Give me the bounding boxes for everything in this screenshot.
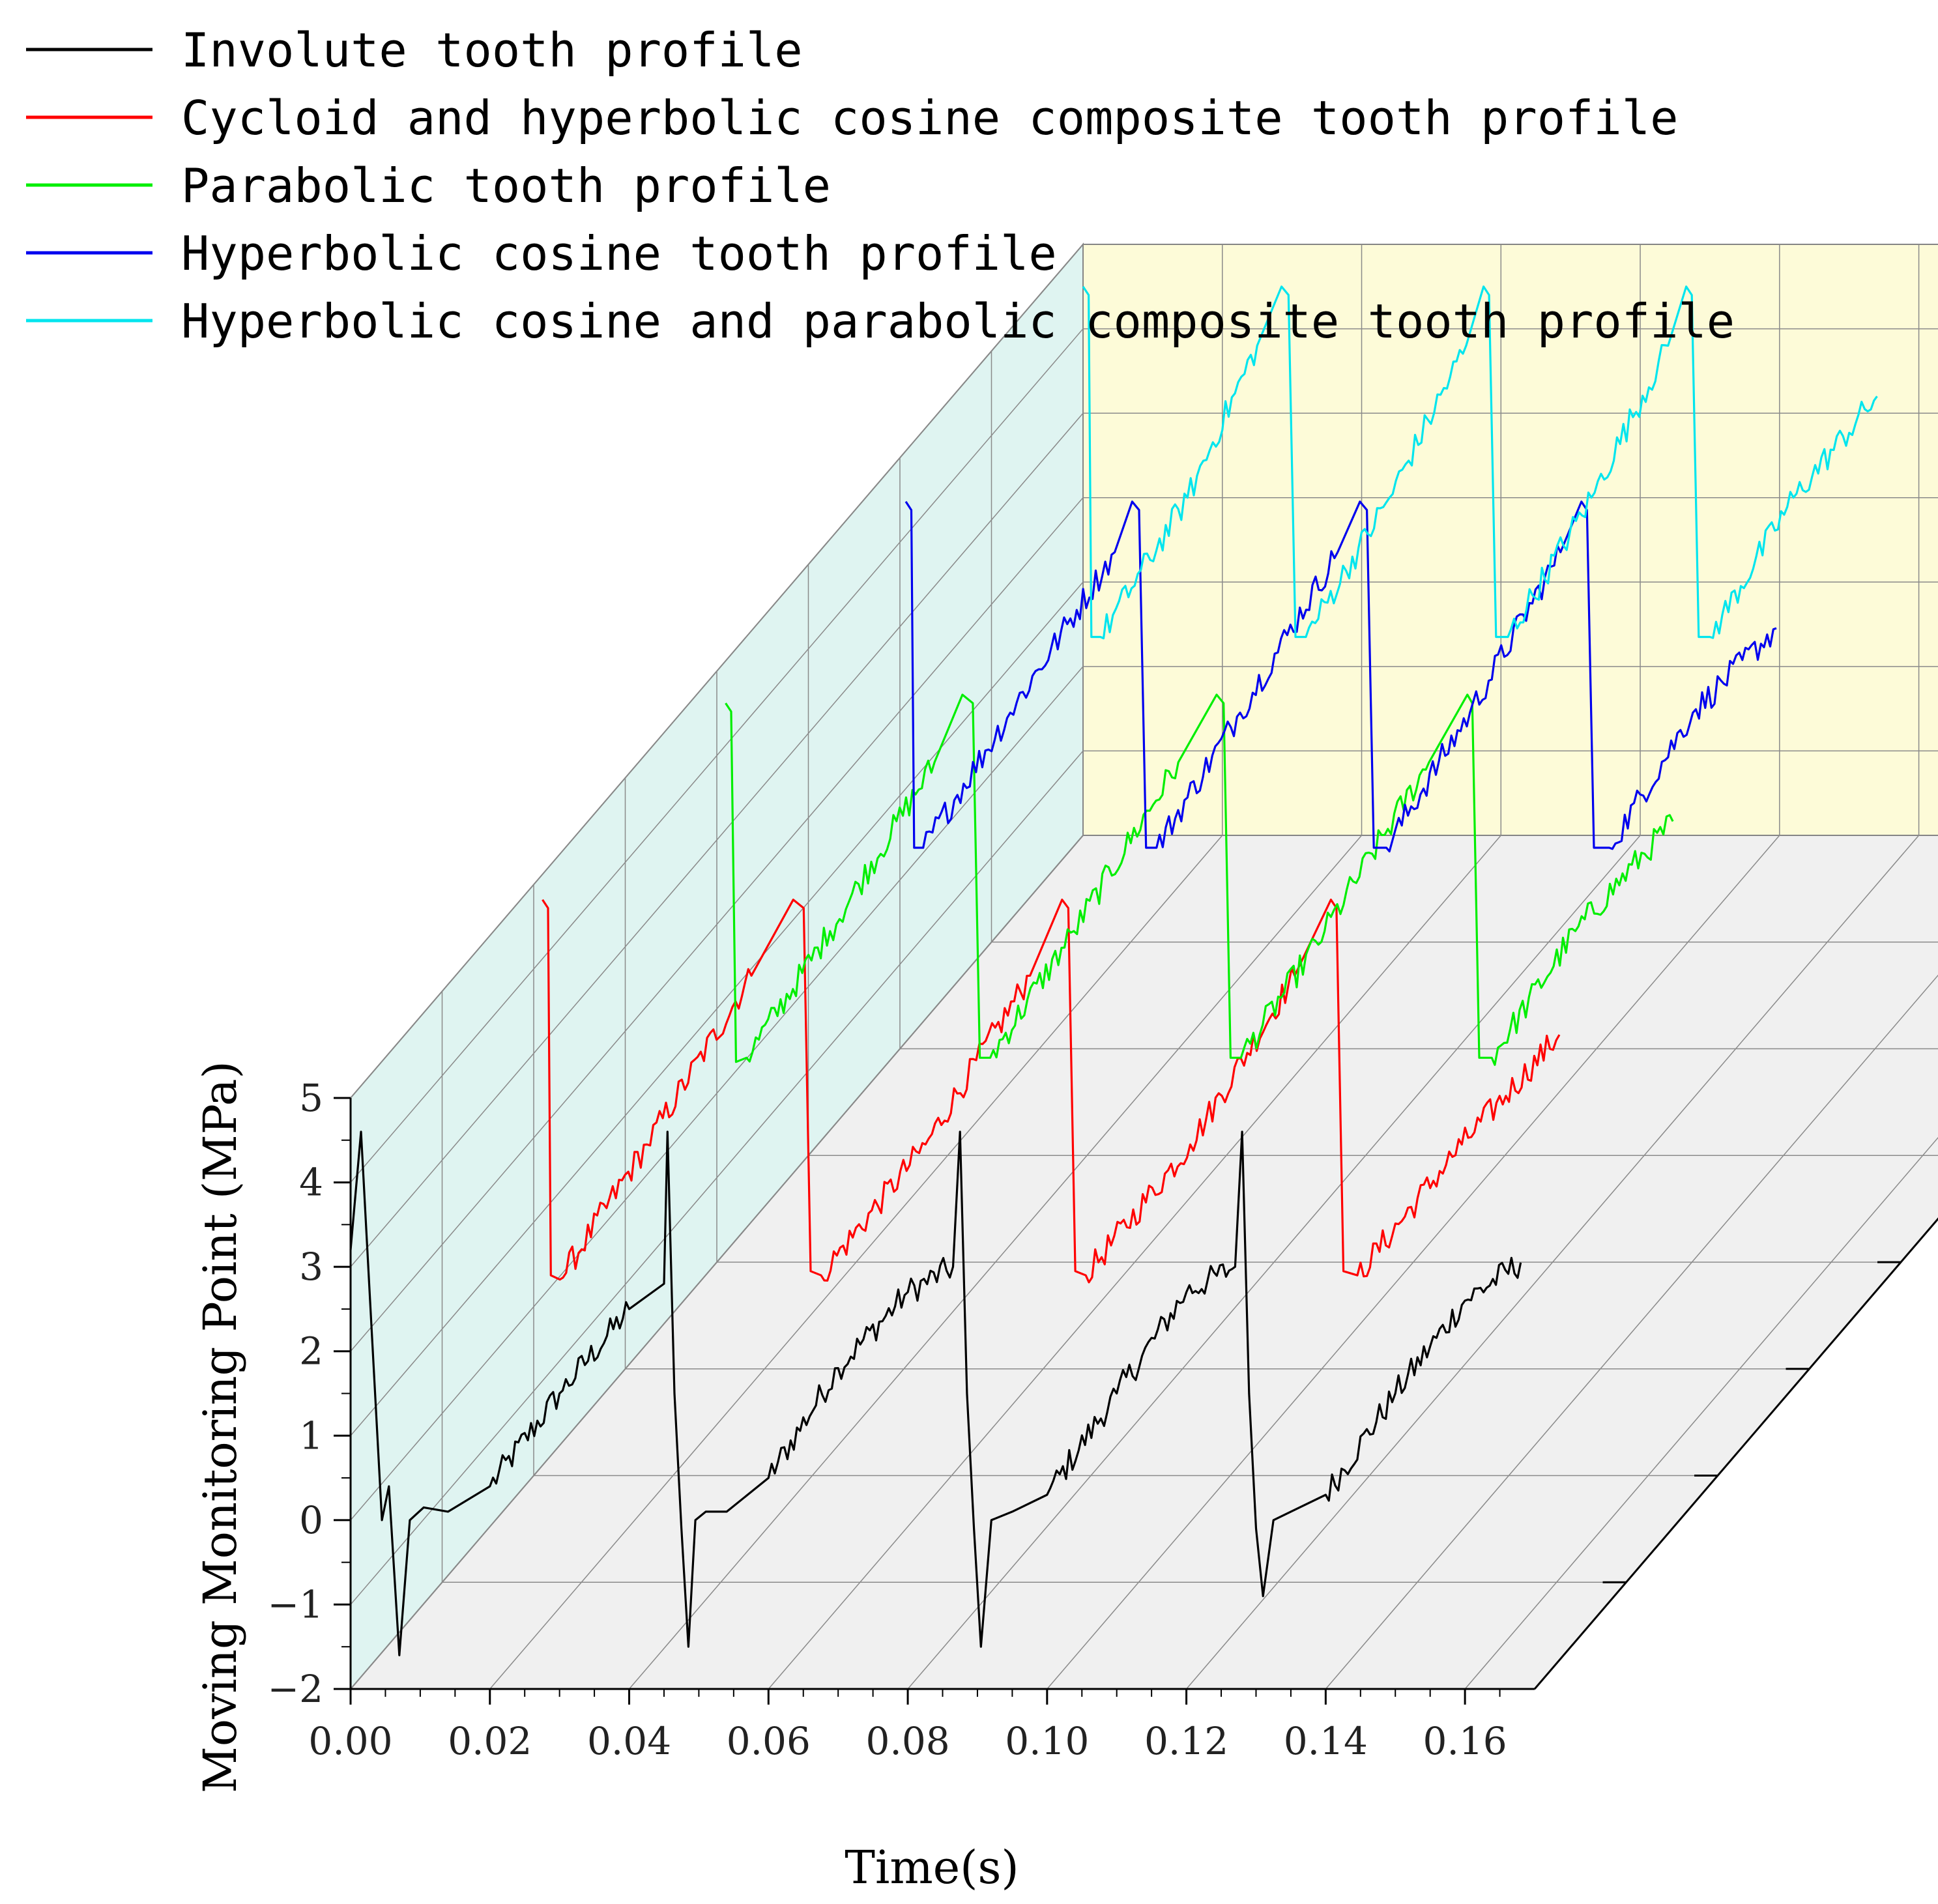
x-tick-label: 0.14 bbox=[1284, 1719, 1368, 1763]
legend-label: Cycloid and hyperbolic cosine composite … bbox=[181, 91, 1678, 145]
legend-label: Parabolic tooth profile bbox=[181, 158, 831, 213]
x-tick-label: 0.02 bbox=[448, 1719, 532, 1763]
series-line bbox=[542, 899, 1561, 1284]
x-tick-label: 0.10 bbox=[1005, 1719, 1089, 1763]
x-tick-label: 0.00 bbox=[308, 1719, 392, 1763]
y-tick-label: 2 bbox=[299, 1329, 323, 1374]
legend-label: Hyperbolic cosine tooth profile bbox=[181, 226, 1057, 281]
y-tick-label: 1 bbox=[299, 1413, 323, 1458]
x-tick-label: 0.12 bbox=[1144, 1719, 1228, 1763]
chart-grid bbox=[350, 244, 1938, 1690]
y-tick-label: 4 bbox=[299, 1161, 323, 1205]
chart-axes: 0.00 0.02 0.04 0.06 0.08 0.10 0.12 0.14 0.16 5 4 3 2… bbox=[268, 1076, 1938, 1763]
y-tick-label: −2 bbox=[268, 1667, 324, 1711]
y-axis-title: Moving Monitoring Point (MPa) bbox=[194, 1061, 247, 1793]
y-tick-label: −1 bbox=[268, 1582, 324, 1626]
y-tick-label: 3 bbox=[299, 1245, 323, 1289]
series-line bbox=[725, 693, 1674, 1066]
series-line bbox=[1082, 285, 1878, 640]
x-tick-label: 0.04 bbox=[587, 1719, 671, 1763]
legend-label: Involute tooth profile bbox=[181, 23, 803, 78]
chart-legend: Involute tooth profile Cycloid and hyperb… bbox=[26, 23, 1735, 349]
series-line bbox=[349, 1131, 1522, 1656]
x-tick-label: 0.06 bbox=[727, 1719, 811, 1763]
legend-label: Hyperbolic cosine and parabolic composit… bbox=[181, 294, 1735, 349]
x-tick-label: 0.08 bbox=[865, 1719, 949, 1763]
y-tick-label: 0 bbox=[299, 1498, 323, 1542]
x-tick-label: 0.16 bbox=[1423, 1719, 1507, 1763]
y-tick-label: 5 bbox=[299, 1076, 323, 1120]
chart-series bbox=[349, 285, 1878, 1656]
chart-walls bbox=[349, 242, 1938, 1691]
series-line bbox=[904, 500, 1777, 853]
x-axis-title: Time(s) bbox=[845, 1841, 1019, 1894]
